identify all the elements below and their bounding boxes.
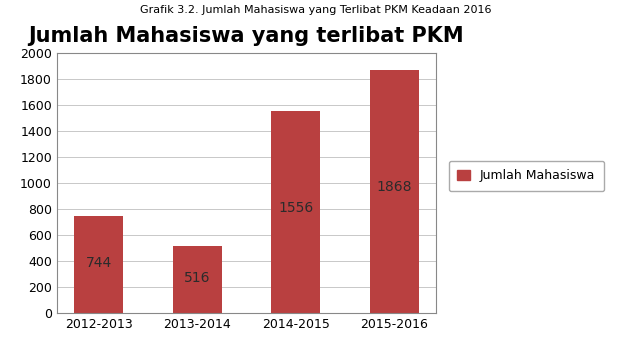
Text: 1868: 1868 [377,180,412,194]
Text: 516: 516 [184,271,210,285]
Bar [173,246,222,313]
Bar [370,70,419,313]
Bar [271,111,320,313]
Bar [74,216,123,313]
Text: 744: 744 [85,256,112,270]
Legend: Jumlah Mahasiswa: Jumlah Mahasiswa [449,161,604,191]
Title: Jumlah Mahasiswa yang terlibat PKM: Jumlah Mahasiswa yang terlibat PKM [28,26,465,46]
Text: 1556: 1556 [278,201,313,215]
Text: Grafik 3.2. Jumlah Mahasiswa yang Terlibat PKM Keadaan 2016: Grafik 3.2. Jumlah Mahasiswa yang Terlib… [140,5,492,15]
